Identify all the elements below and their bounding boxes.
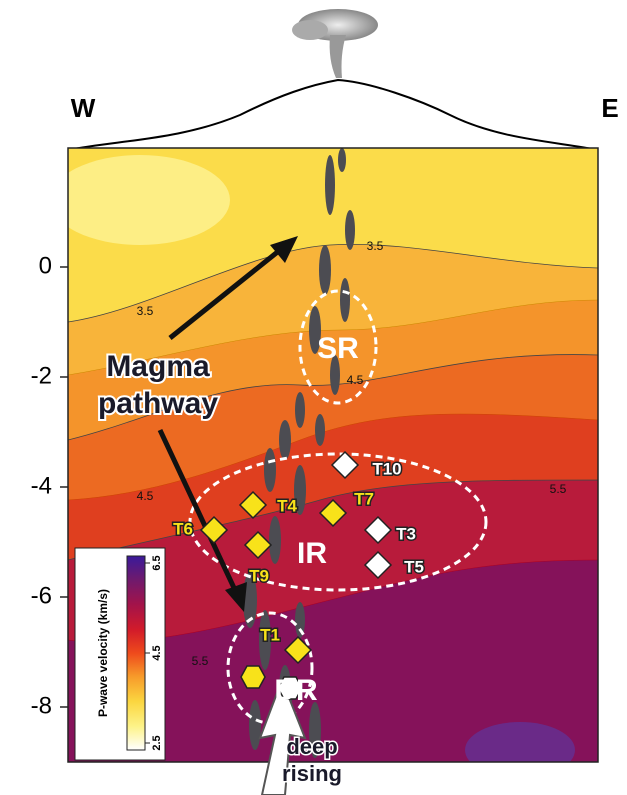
annotation: Magma	[106, 350, 210, 383]
plume	[292, 9, 378, 78]
station-label: T4	[277, 496, 297, 515]
west-label: W	[71, 93, 96, 123]
zone-label: DR	[274, 674, 318, 707]
east-label: E	[601, 93, 618, 123]
contour-label: 3.5	[367, 239, 384, 253]
legend-title: P-wave velocity (km/s)	[96, 589, 110, 717]
contour-label: 4.5	[137, 489, 154, 503]
contour-label: 3.5	[137, 304, 154, 318]
volcano-outline	[68, 80, 598, 150]
annotation: deep	[286, 734, 337, 759]
legend: P-wave velocity (km/s) 2.5 4.5 6.5	[75, 548, 165, 760]
legend-tick-label: 4.5	[151, 645, 163, 660]
station-label: T3	[396, 524, 416, 543]
station-marker	[241, 666, 265, 688]
contour-label: 4.5	[347, 373, 364, 387]
depth-tick-label: -6	[31, 582, 52, 609]
depth-tick-label: -8	[31, 692, 52, 719]
depth-tick-label: -2	[31, 362, 52, 389]
station-label: T10	[372, 459, 401, 478]
annotation: pathway	[98, 387, 218, 420]
annotation: rising	[282, 761, 342, 786]
station-label: T7	[354, 489, 374, 508]
contour-label: 5.5	[192, 654, 209, 668]
station-label: T9	[249, 566, 269, 585]
contour-label: 5.5	[550, 482, 567, 496]
depth-tick-label: -4	[31, 472, 52, 499]
legend-tick-label: 2.5	[151, 735, 163, 750]
legend-tick-label: 6.5	[151, 555, 163, 570]
figure: 3.5 3.5 4.5 4.5 5.5 5.5 T1 T3 T4 T5 T6 T7 T9 T10 P-w…	[0, 0, 627, 795]
depth-tick-label: 0	[39, 252, 52, 279]
station-label: T1	[260, 625, 280, 644]
station-label: T6	[173, 519, 193, 538]
zone-label: SR	[317, 332, 359, 365]
zone-label: IR	[297, 537, 327, 570]
station-label: T5	[404, 557, 424, 576]
